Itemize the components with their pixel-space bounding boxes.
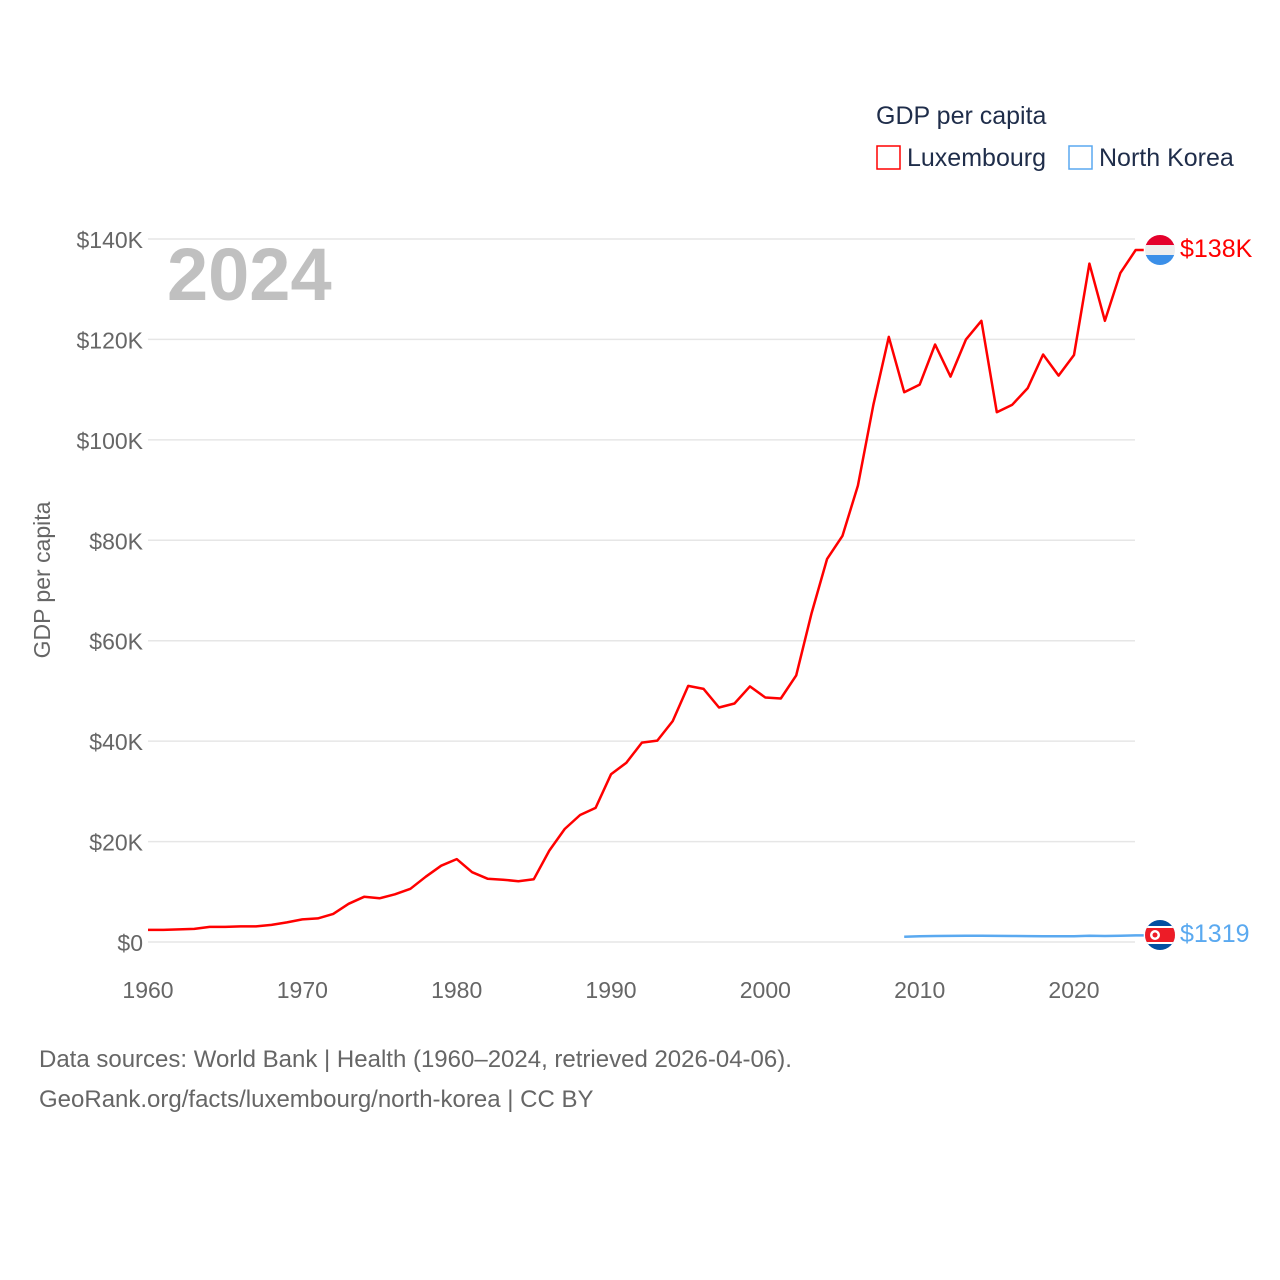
legend-swatch-north-korea xyxy=(1068,145,1093,170)
x-tick-label: 1970 xyxy=(277,977,328,1003)
y-tick-label: $20K xyxy=(89,830,143,856)
series-line-luxembourg xyxy=(148,248,1144,932)
legend-swatch-luxembourg xyxy=(876,145,901,170)
legend-title: GDP per capita xyxy=(876,102,1047,130)
y-tick-label: $140K xyxy=(76,227,143,253)
x-tick-label: 2000 xyxy=(740,977,791,1003)
footer-sources: Data sources: World Bank | Health (1960–… xyxy=(39,1046,792,1073)
x-axis-ticks: 1960 1970 1980 1990 2000 2010 2020 xyxy=(122,977,1099,1003)
gridlines xyxy=(148,238,1135,943)
legend-label-luxembourg: Luxembourg xyxy=(907,144,1046,172)
y-tick-label: $0 xyxy=(117,930,143,956)
legend-item-north-korea[interactable]: North Korea xyxy=(1068,144,1234,172)
end-label-luxembourg: $138K xyxy=(1180,235,1253,263)
year-watermark: 2024 xyxy=(167,233,332,316)
x-tick-label: 1960 xyxy=(122,977,173,1003)
y-tick-label: $100K xyxy=(76,428,143,454)
y-tick-label: $40K xyxy=(89,729,143,755)
x-tick-label: 2010 xyxy=(894,977,945,1003)
x-tick-label: 2020 xyxy=(1048,977,1099,1003)
y-axis-ticks: $0 $20K $40K $60K $80K $100K $120K $140K xyxy=(76,227,143,956)
legend-item-luxembourg[interactable]: Luxembourg xyxy=(876,144,1046,172)
x-tick-label: 1980 xyxy=(431,977,482,1003)
end-label-north-korea: $1319 xyxy=(1180,920,1250,948)
y-axis-label: GDP per capita xyxy=(29,501,55,658)
x-tick-label: 1990 xyxy=(585,977,636,1003)
legend-label-north-korea: North Korea xyxy=(1099,144,1234,172)
y-tick-label: $60K xyxy=(89,629,143,655)
y-tick-label: $80K xyxy=(89,528,143,554)
flag-icon-luxembourg xyxy=(1145,235,1175,265)
footer-link[interactable]: GeoRank.org/facts/luxembourg/north-korea… xyxy=(39,1086,594,1113)
series-line-north-korea xyxy=(904,934,1144,939)
flag-icon-north-korea xyxy=(1145,920,1175,950)
y-tick-label: $120K xyxy=(76,327,143,353)
